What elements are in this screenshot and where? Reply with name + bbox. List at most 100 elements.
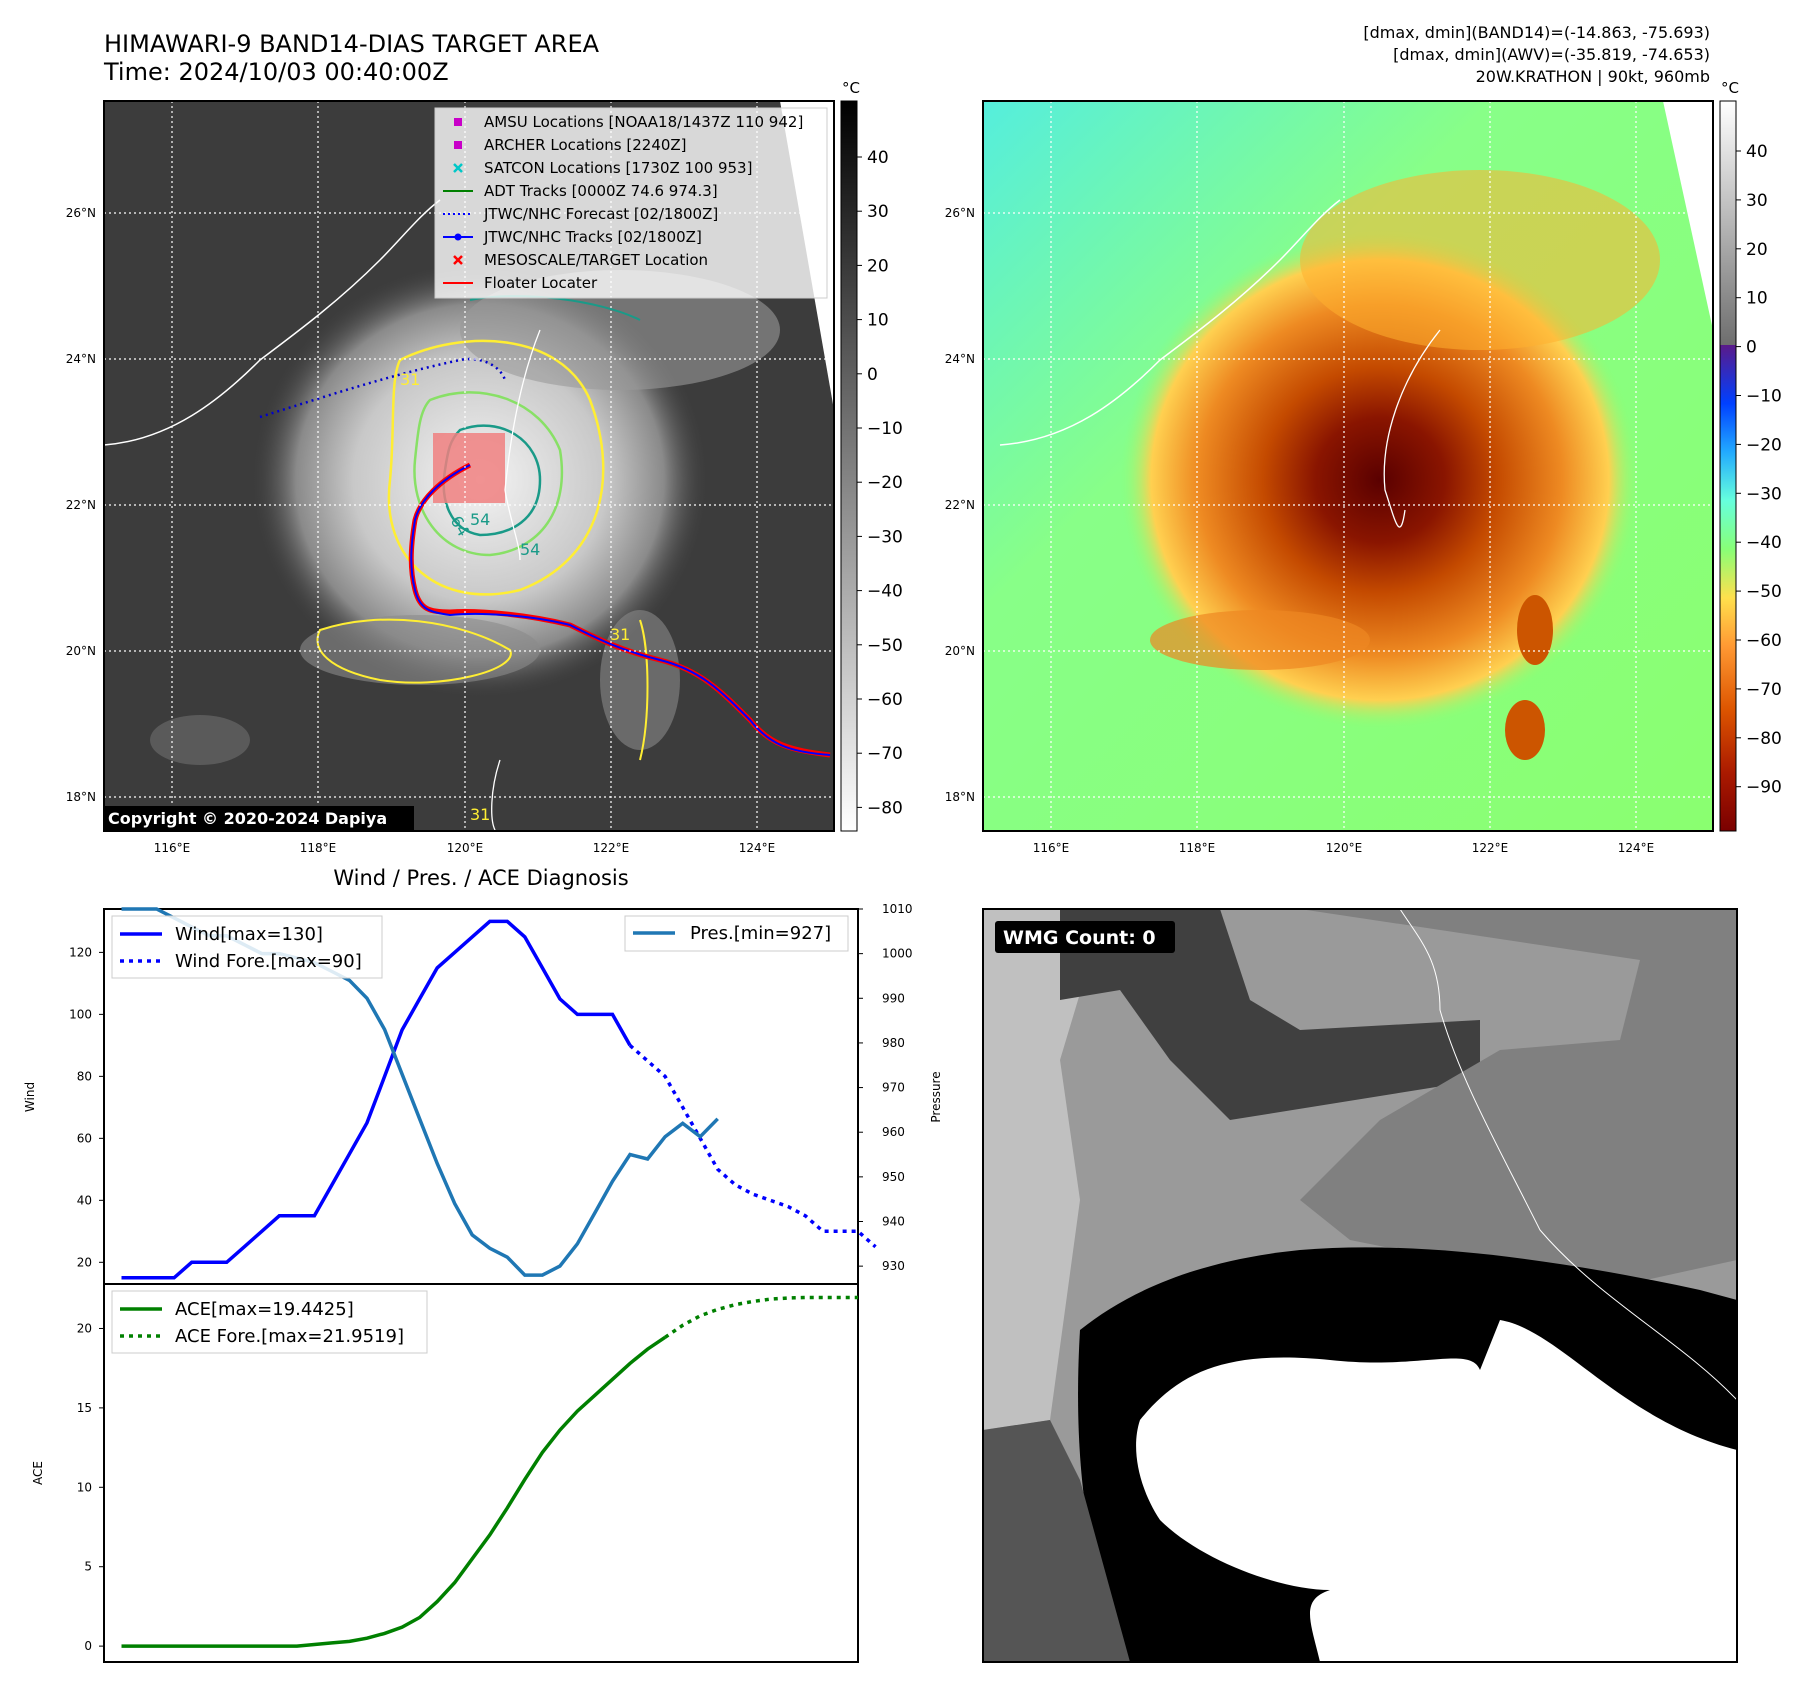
pressure-tick-label: 990 xyxy=(882,991,905,1005)
ace-tick-label: 0 xyxy=(84,1639,92,1653)
colorbar-tick-label: −20 xyxy=(1746,435,1782,455)
colorbar-tick-label: −30 xyxy=(1746,484,1782,504)
wind-axis-label: Wind xyxy=(23,1082,37,1112)
wmg-count-label: WMG Count: 0 xyxy=(1003,927,1156,949)
awv-coastline-taiwan xyxy=(1383,329,1441,528)
pressure-tick-label: 970 xyxy=(882,1081,905,1095)
colorbar-tick-label: 10 xyxy=(867,311,889,331)
legend-marker-square xyxy=(454,141,462,149)
legend-entry-label: Floater Locater xyxy=(484,274,598,292)
colorbar-tick-label: −30 xyxy=(867,527,903,547)
colorbar-tick-label: 30 xyxy=(867,202,889,222)
awv-map-axes: 116°E 118°E 120°E 122°E 124°E 26°N 24°N 22°N 20°… xyxy=(945,206,1655,855)
lon-tick-label: 118°E xyxy=(1179,841,1216,855)
colorbar-tick-label: −10 xyxy=(867,419,903,439)
ace-tick-label: 5 xyxy=(84,1560,92,1574)
storm-info: 20W.KRATHON | 90kt, 960mb xyxy=(1476,67,1710,86)
awv-map-panel xyxy=(982,100,1714,832)
colorbar-tick-label: −10 xyxy=(1746,387,1782,407)
pressure-tick-label: 1010 xyxy=(882,902,913,916)
lat-tick-label: 22°N xyxy=(945,498,975,512)
pressure-tick-label: 950 xyxy=(882,1170,905,1184)
legend-entry-label: MESOSCALE/TARGET Location xyxy=(484,251,708,269)
awv-coastline-china xyxy=(999,199,1341,446)
series-line-0 xyxy=(121,919,632,1280)
lat-tick-label: 26°N xyxy=(66,206,96,220)
colorbar-tick-label: 40 xyxy=(1746,142,1768,162)
pressure-tick-label: 980 xyxy=(882,1036,905,1050)
wind-legend-box xyxy=(111,915,383,979)
legend-entry-label: JTWC/NHC Tracks [02/1800Z] xyxy=(483,228,702,246)
wind-tick-label: 40 xyxy=(77,1193,92,1207)
ace-axes-frame xyxy=(103,1283,859,1663)
lon-tick-label: 120°E xyxy=(1326,841,1363,855)
contour-label-5: 31 xyxy=(470,805,490,824)
colorbar-tick-label: −70 xyxy=(1746,680,1782,700)
colorbar-tick-label: 40 xyxy=(867,148,889,168)
pressure-tick-label: 940 xyxy=(882,1215,905,1229)
wind-legend-label: Wind Fore.[max=90] xyxy=(175,951,362,972)
colorbar-tick-label: −60 xyxy=(867,690,903,710)
wmg-white-eye xyxy=(1136,1320,1737,1662)
ace-chart: 0 5 10 15 20 ACE ACE[max=19.4425] ACE Fore.[max… xyxy=(31,1283,859,1663)
lat-tick-label: 20°N xyxy=(945,644,975,658)
lat-tick-label: 26°N xyxy=(945,206,975,220)
lon-tick-label: 118°E xyxy=(300,841,337,855)
pressure-axis-label: Pressure xyxy=(929,1071,943,1122)
lon-tick-label: 120°E xyxy=(447,841,484,855)
coastline-china xyxy=(104,199,441,446)
jtwc-best-track xyxy=(410,464,831,756)
ace-legend-box xyxy=(111,1290,428,1354)
ace-legend-label: ACE Fore.[max=21.9519] xyxy=(175,1326,404,1347)
ace-series-line-1 xyxy=(664,1295,858,1339)
lon-tick-label: 116°E xyxy=(1033,841,1070,855)
wind-legend-label: Wind[max=130] xyxy=(175,924,323,945)
pressure-tick-label: 930 xyxy=(882,1259,905,1273)
lat-tick-label: 20°N xyxy=(66,644,96,658)
awv-colorbar-unit: °C xyxy=(1721,79,1739,97)
lon-tick-label: 122°E xyxy=(1472,841,1509,855)
colorbar-tick-label: −50 xyxy=(867,636,903,656)
lat-tick-label: 24°N xyxy=(945,352,975,366)
awv-colorbar: °C 40 30 20 10 0 −10 −20 −30 −40 −50 −60 −70 −80 −90 xyxy=(1719,79,1782,832)
colorbar-tick-label: −60 xyxy=(1746,631,1782,651)
contour-label-3: 31 xyxy=(400,370,420,389)
legend-entry-label: ARCHER Locations [2240Z] xyxy=(484,136,687,154)
legend-entry-label: ADT Tracks [0000Z 74.6 974.3] xyxy=(484,182,718,200)
lon-tick-label: 124°E xyxy=(1618,841,1655,855)
ir-map-panel: 54 64 54 31 31 31 AMSU Locations [NOAA18… xyxy=(103,100,835,832)
ace-legend-label: ACE[max=19.4425] xyxy=(175,1299,354,1320)
ir-colorbar: °C 40 30 20 10 0 −10 −20 −30 −40 −50 −60 −70 −80 xyxy=(840,79,903,832)
colorbar-tick-label: 20 xyxy=(867,256,889,276)
colorbar-tick-label: −70 xyxy=(867,744,903,764)
legend-entry-label: JTWC/NHC Forecast [02/1800Z] xyxy=(483,205,718,223)
awv-gridlines xyxy=(983,101,1713,831)
ace-series-line-0 xyxy=(121,1335,667,1648)
lat-tick-label: 24°N xyxy=(66,352,96,366)
pressure-tick-label: 960 xyxy=(882,1125,905,1139)
wind-tick-label: 20 xyxy=(77,1255,92,1269)
pressure-legend-label: Pres.[min=927] xyxy=(690,923,831,944)
legend-entry-label: SATCON Locations [1730Z 100 953] xyxy=(484,159,752,177)
colorbar-tick-label: 0 xyxy=(1746,338,1757,358)
ace-axis-label: ACE xyxy=(31,1461,45,1485)
colorbar-tick-label: −90 xyxy=(1746,778,1782,798)
legend-marker-x xyxy=(453,163,463,173)
lat-tick-label: 22°N xyxy=(66,498,96,512)
stat-awv: [dmax, dmin](AWV)=(-35.819, -74.653) xyxy=(1393,45,1710,64)
legend-marker-square xyxy=(454,118,462,126)
wind-tick-label: 100 xyxy=(69,1007,92,1021)
ir-colorbar-unit: °C xyxy=(842,79,860,97)
colorbar-tick-label: −20 xyxy=(867,473,903,493)
wmg-panel: WMG Count: 0 xyxy=(982,908,1738,1663)
awv-storm xyxy=(1120,230,1640,730)
contour-green xyxy=(413,391,564,557)
colorbar-tick-label: −40 xyxy=(1746,533,1782,553)
ir-legend: AMSU Locations [NOAA18/1437Z 110 942] ARC… xyxy=(434,107,828,299)
awv-nodata-wedge xyxy=(1663,101,1713,330)
colorbar-tick-label: 10 xyxy=(1746,289,1768,309)
wind-pressure-chart: 20 40 60 80 100 120 930 940 950 960 970 980 990 1000 1… xyxy=(23,902,943,1285)
contour-label-4: 31 xyxy=(610,625,630,644)
lat-tick-label: 18°N xyxy=(945,790,975,804)
